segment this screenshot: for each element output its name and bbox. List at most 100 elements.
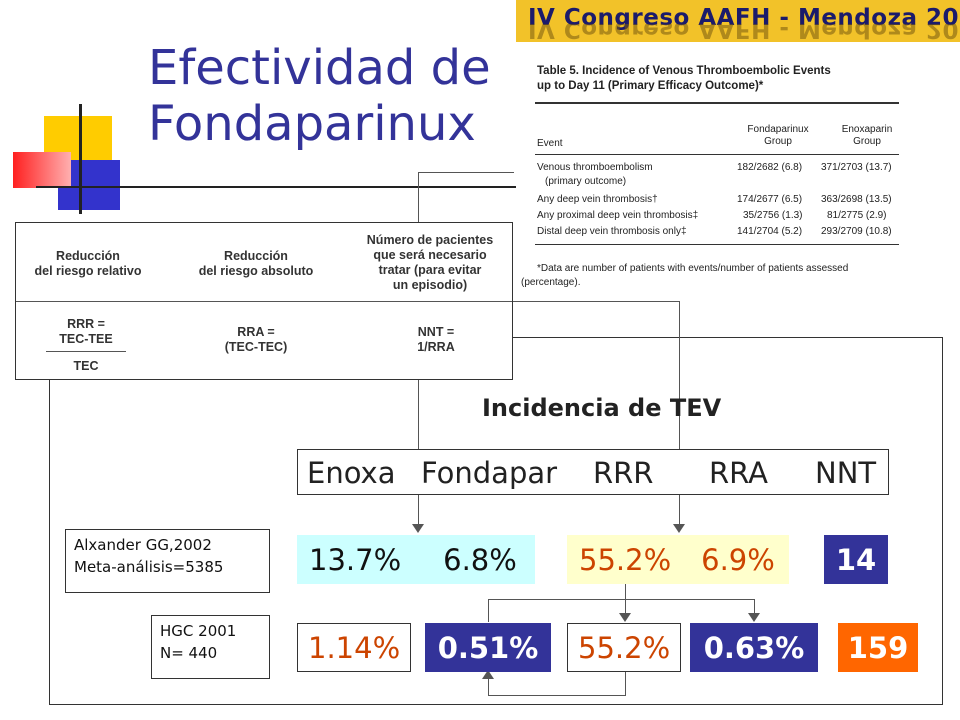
decor-vertical-line — [79, 104, 82, 214]
decor-horizontal-line — [36, 186, 516, 188]
formula-nnt-l1: NNT = — [417, 325, 455, 339]
row1-nnt-value: 14 — [835, 542, 877, 577]
arrow-down-icon — [673, 524, 685, 533]
header-enoxa: Enoxa — [307, 456, 396, 490]
formula-rra: RRA = (TEC-TEC) — [196, 325, 316, 355]
row1-rra-value: 6.9% — [701, 542, 775, 577]
reference-row2-line1: HGC 2001 — [160, 622, 237, 640]
formula-header-rrr: Reducción del riesgo relativo — [28, 249, 148, 279]
arrow-down-icon — [412, 524, 424, 533]
reference-box-row1: Alxander GG,2002 Meta-análisis=5385 — [65, 529, 270, 593]
formula-header-rrr-l2: del riesgo relativo — [34, 264, 142, 278]
table5-row-fonda: 174/2677 (6.5) — [737, 194, 803, 205]
row2-rra-value: 0.63% — [703, 630, 805, 665]
table5-row-fonda: 182/2682 (6.8) — [737, 162, 803, 173]
connector-line — [679, 301, 680, 525]
row2-rrr-cell: 55.2% — [567, 623, 681, 672]
header-fondapar: Fondapar — [421, 456, 558, 490]
formula-rra-l1: RRA = — [237, 325, 275, 339]
row2-rrr-value: 55.2% — [578, 630, 671, 665]
row2-fondapar-cell: 0.51% — [425, 623, 551, 672]
table5-row-event: Any deep vein thrombosis† — [537, 194, 658, 205]
slide-title-line2: Fondaparinux — [148, 96, 476, 152]
formula-fraction-bar — [46, 351, 126, 352]
slide-title-line1: Efectividad de — [148, 40, 491, 96]
table5-image: Table 5. Incidence of Venous Thromboembo… — [521, 54, 917, 292]
congress-banner — [516, 0, 960, 42]
row1-reduction-cell: 55.2% 6.9% — [567, 535, 789, 584]
connector-line — [488, 599, 754, 600]
table5-rule — [535, 244, 899, 245]
formula-header-rra-l2: del riesgo absoluto — [198, 264, 314, 278]
formula-header-nnt-l1: Número de pacientes — [366, 233, 494, 247]
formula-rule — [16, 301, 512, 302]
connector-line — [418, 172, 514, 173]
reference-row1-line1: Alxander GG,2002 — [74, 536, 212, 554]
table5-caption: Table 5. Incidence of Venous Thromboembo… — [537, 64, 831, 94]
table5-col-fonda-1: Fondaparinux — [747, 124, 809, 135]
formula-header-rra: Reducción del riesgo absoluto — [186, 249, 326, 279]
row1-rrr-value: 55.2% — [579, 542, 672, 577]
header-nnt: NNT — [815, 456, 877, 490]
formula-header-nnt: Número de pacientes que será necesario t… — [354, 233, 506, 293]
formula-rrr-l2: TEC-TEE — [59, 332, 113, 346]
table5-row-fonda: 141/2704 (5.2) — [737, 226, 803, 237]
formula-header-rrr-l1: Reducción — [56, 249, 120, 263]
header-rra: RRA — [709, 456, 768, 490]
formula-header-nnt-l2: que será necesario — [373, 248, 487, 262]
table5-row-enox: 81/2775 (2.9) — [827, 210, 887, 221]
formula-header-nnt-l3: tratar (para evitar — [378, 263, 482, 277]
formula-rra-l2: (TEC-TEC) — [224, 340, 288, 354]
row1-nnt-cell: 14 — [824, 535, 888, 584]
header-row-box — [297, 449, 889, 495]
slide-title: Efectividad de Fondaparinux — [148, 40, 491, 152]
arrow-up-icon — [482, 670, 494, 679]
connector-line — [754, 599, 755, 614]
connector-line — [513, 301, 679, 302]
row1-enoxa-value: 13.7% — [309, 542, 402, 577]
table5-row-enox: 293/2709 (10.8) — [821, 226, 892, 237]
table5-caption-line1: Table 5. Incidence of Venous Thromboembo… — [537, 65, 831, 77]
row2-enoxa-cell: 1.14% — [297, 623, 411, 672]
table5-col-fonda-2: Group — [764, 136, 792, 147]
congress-banner-text: IV Congreso AAFH - Mendoza 2004 — [528, 5, 960, 31]
row2-nnt-value: 159 — [847, 630, 909, 665]
table5-footnote-line1: *Data are number of patients with events… — [537, 263, 849, 274]
section-title: Incidencia de TEV — [482, 394, 722, 422]
table5-footnote-line2: (percentage). — [521, 277, 581, 288]
table5-col-event: Event — [537, 138, 563, 149]
connector-line — [625, 671, 626, 696]
formula-rrr: RRR = TEC-TEE — [36, 317, 136, 347]
row1-incidence-cell: 13.7% 6.8% — [297, 535, 535, 584]
header-rrr: RRR — [593, 456, 654, 490]
formula-table-image: Reducción del riesgo relativo Reducción … — [15, 222, 513, 380]
arrow-down-icon — [619, 613, 631, 622]
reference-box-row2: HGC 2001 N= 440 — [151, 615, 270, 679]
formula-rrr-denominator: TEC — [73, 359, 99, 373]
formula-rrr-l1: RRR = — [67, 317, 105, 331]
formula-header-nnt-l4: un episodio) — [392, 278, 468, 292]
table5-caption-line2: up to Day 11 (Primary Efficacy Outcome)* — [537, 80, 764, 92]
arrow-down-icon — [748, 613, 760, 622]
table5-footnote: *Data are number of patients with events… — [521, 262, 901, 290]
table5-row-enox: 371/2703 (13.7) — [821, 162, 892, 173]
congress-banner-reflection: IV Congreso AAFH - Mendoza 2004 — [528, 24, 960, 42]
connector-line — [488, 678, 489, 696]
table5-col-enox-2: Group — [853, 136, 881, 147]
table5-col-enox-1: Enoxaparin — [841, 124, 893, 135]
table5-row-event: Distal deep vein thrombosis only‡ — [537, 226, 687, 237]
table5-row-event: Any proximal deep vein thrombosis‡ — [537, 210, 699, 221]
reference-row1-line2: Meta-análisis=5385 — [74, 558, 224, 576]
row2-fondapar-value: 0.51% — [437, 630, 539, 665]
row1-fondapar-value: 6.8% — [443, 542, 517, 577]
row2-nnt-cell: 159 — [838, 623, 918, 672]
table5-row-event: Venous thromboembolism — [537, 162, 653, 173]
table5-rule — [535, 102, 899, 104]
formula-nnt: NNT = 1/RRA — [386, 325, 486, 355]
table5-row-event: (primary outcome) — [545, 176, 627, 187]
row2-enoxa-value: 1.14% — [308, 630, 401, 665]
table5-row-fonda: 35/2756 (1.3) — [743, 210, 803, 221]
formula-header-rra-l1: Reducción — [224, 249, 288, 263]
decor-red-square — [13, 152, 71, 188]
table5-col-enox: Enoxaparin Group — [827, 124, 907, 148]
